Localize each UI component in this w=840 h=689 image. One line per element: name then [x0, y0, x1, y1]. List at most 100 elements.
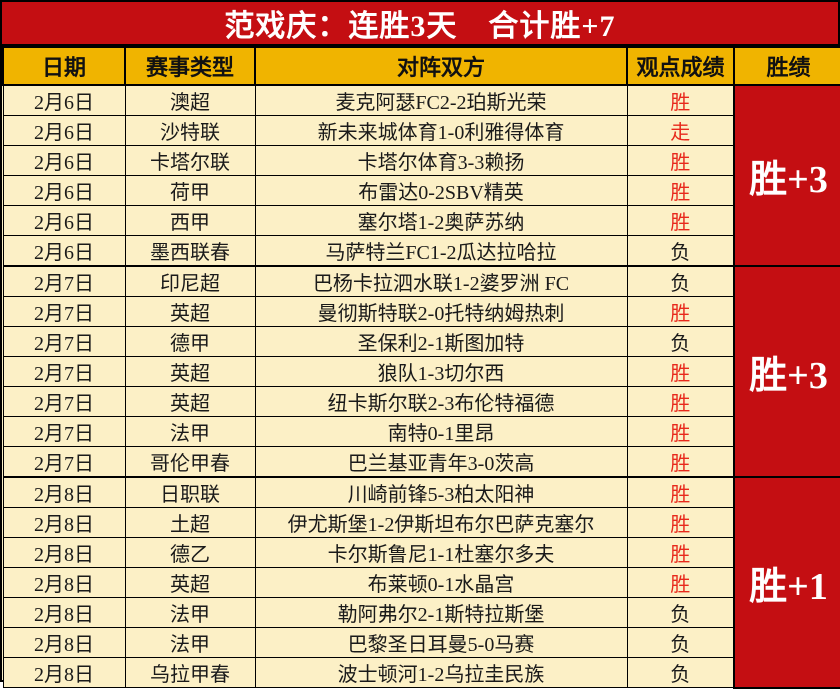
cell-match: 川崎前锋5-3柏太阳神	[254, 476, 628, 508]
cell-result: 胜	[626, 296, 735, 327]
cell-date: 2月6日	[2, 84, 126, 116]
group-summary: 胜+3	[733, 84, 840, 267]
cell-match: 狼队1-3切尔西	[254, 356, 628, 387]
cell-match: 卡尔斯鲁尼1-1杜塞尔多夫	[254, 537, 628, 568]
table-row: 2月6日 卡塔尔联 卡塔尔体育3-3赖扬胜	[2, 145, 840, 176]
cell-date: 2月7日	[2, 326, 126, 357]
cell-league: 法甲	[124, 627, 256, 658]
cell-result: 胜	[626, 567, 735, 598]
cell-match: 伊尤斯堡1-2伊斯坦布尔巴萨克塞尔	[254, 507, 628, 538]
table-row: 2月7日 法甲 南特0-1里昂胜	[2, 416, 840, 447]
cell-result: 胜	[626, 145, 735, 176]
cell-date: 2月8日	[2, 597, 126, 628]
cell-date: 2月7日	[2, 416, 126, 447]
cell-match: 纽卡斯尔联2-3布伦特福德	[254, 386, 628, 417]
cell-result: 负	[626, 657, 735, 688]
cell-date: 2月7日	[2, 265, 126, 297]
cell-league: 乌拉甲春	[124, 657, 256, 688]
cell-league: 法甲	[124, 416, 256, 447]
cell-league: 哥伦甲春	[124, 446, 256, 478]
group-summary: 胜+3	[733, 265, 840, 478]
cell-match: 圣保利2-1斯图加特	[254, 326, 628, 357]
table-row: 2月6日 西甲 塞尔塔1-2奥萨苏纳胜	[2, 205, 840, 236]
table-row: 2月6日 荷甲 布雷达0-2SBV精英胜	[2, 175, 840, 206]
cell-league: 英超	[124, 356, 256, 387]
cell-league: 卡塔尔联	[124, 145, 256, 176]
cell-date: 2月6日	[2, 115, 126, 146]
cell-result: 负	[626, 235, 735, 267]
cell-result: 胜	[626, 205, 735, 236]
cell-league: 沙特联	[124, 115, 256, 146]
table-row: 2月6日 澳超 麦克阿瑟FC2-2珀斯光荣胜胜+3	[2, 84, 840, 267]
table-row: 2月6日 沙特联 新未来城体育1-0利雅得体育走	[2, 115, 840, 146]
cell-match: 马萨特兰FC1-2瓜达拉哈拉	[254, 235, 628, 267]
cell-date: 2月8日	[2, 507, 126, 538]
cell-date: 2月7日	[2, 386, 126, 417]
col-header-date: 日期	[2, 46, 126, 86]
cell-date: 2月7日	[2, 356, 126, 387]
cell-result: 胜	[626, 175, 735, 206]
table-row: 2月6日 墨西联春 马萨特兰FC1-2瓜达拉哈拉负	[2, 235, 840, 267]
cell-result: 胜	[626, 416, 735, 447]
col-header-summary: 胜绩	[733, 46, 840, 86]
cell-result: 负	[626, 326, 735, 357]
page-title: 范戏庆：连胜3天 合计胜+7	[2, 2, 838, 46]
table-row: 2月7日 德甲 圣保利2-1斯图加特负	[2, 326, 840, 357]
table-row: 2月8日 法甲 巴黎圣日耳曼5-0马赛负	[2, 627, 840, 658]
cell-result: 胜	[626, 84, 735, 116]
col-header-match: 对阵双方	[254, 46, 628, 86]
cell-match: 南特0-1里昂	[254, 416, 628, 447]
cell-league: 土超	[124, 507, 256, 538]
col-header-result: 观点成绩	[626, 46, 735, 86]
table-row: 2月7日 英超 纽卡斯尔联2-3布伦特福德胜	[2, 386, 840, 417]
cell-date: 2月6日	[2, 235, 126, 267]
table-row: 2月8日 英超 布莱顿0-1水晶宫胜	[2, 567, 840, 598]
cell-match: 波士顿河1-2乌拉圭民族	[254, 657, 628, 688]
cell-result: 胜	[626, 386, 735, 417]
cell-league: 英超	[124, 386, 256, 417]
cell-league: 西甲	[124, 205, 256, 236]
cell-result: 走	[626, 115, 735, 146]
cell-match: 布莱顿0-1水晶宫	[254, 567, 628, 598]
cell-match: 巴杨卡拉泗水联1-2婆罗洲 FC	[254, 265, 628, 297]
cell-match: 巴兰基亚青年3-0茨高	[254, 446, 628, 478]
table-row: 2月7日 哥伦甲春 巴兰基亚青年3-0茨高胜	[2, 446, 840, 478]
cell-match: 巴黎圣日耳曼5-0马赛	[254, 627, 628, 658]
cell-result: 胜	[626, 476, 735, 508]
cell-result: 胜	[626, 356, 735, 387]
cell-result: 负	[626, 627, 735, 658]
cell-date: 2月6日	[2, 205, 126, 236]
cell-league: 荷甲	[124, 175, 256, 206]
results-table-body: 2月6日 澳超 麦克阿瑟FC2-2珀斯光荣胜胜+3 2月6日 沙特联 新未来城体育1-0利…	[2, 84, 840, 689]
group-summary: 胜+1	[733, 476, 840, 689]
table-row: 2月8日 乌拉甲春 波士顿河1-2乌拉圭民族负	[2, 657, 840, 688]
cell-match: 塞尔塔1-2奥萨苏纳	[254, 205, 628, 236]
cell-date: 2月8日	[2, 537, 126, 568]
cell-date: 2月6日	[2, 145, 126, 176]
cell-date: 2月8日	[2, 476, 126, 508]
cell-result: 胜	[626, 507, 735, 538]
cell-league: 法甲	[124, 597, 256, 628]
table-row: 2月7日 印尼超 巴杨卡拉泗水联1-2婆罗洲 FC 负胜+3	[2, 265, 840, 478]
cell-league: 德甲	[124, 326, 256, 357]
cell-match: 勒阿弗尔2-1斯特拉斯堡	[254, 597, 628, 628]
table-row: 2月7日 英超 曼彻斯特联2-0托特纳姆热刺胜	[2, 296, 840, 327]
results-table: 日期 赛事类型 对阵双方 观点成绩 胜绩 2月6日 澳超 麦克阿瑟FC2-2珀斯光荣…	[2, 46, 840, 689]
cell-result: 负	[626, 597, 735, 628]
cell-result: 胜	[626, 446, 735, 478]
table-row: 2月7日 英超 狼队1-3切尔西胜	[2, 356, 840, 387]
cell-match: 布雷达0-2SBV精英	[254, 175, 628, 206]
table-row: 2月8日 土超 伊尤斯堡1-2伊斯坦布尔巴萨克塞尔胜	[2, 507, 840, 538]
cell-league: 印尼超	[124, 265, 256, 297]
cell-league: 墨西联春	[124, 235, 256, 267]
cell-date: 2月7日	[2, 446, 126, 478]
cell-league: 英超	[124, 567, 256, 598]
header-row: 日期 赛事类型 对阵双方 观点成绩 胜绩	[2, 46, 840, 86]
cell-match: 新未来城体育1-0利雅得体育	[254, 115, 628, 146]
table-row: 2月8日 德乙 卡尔斯鲁尼1-1杜塞尔多夫胜	[2, 537, 840, 568]
cell-date: 2月8日	[2, 567, 126, 598]
cell-result: 胜	[626, 537, 735, 568]
cell-league: 德乙	[124, 537, 256, 568]
cell-league: 英超	[124, 296, 256, 327]
